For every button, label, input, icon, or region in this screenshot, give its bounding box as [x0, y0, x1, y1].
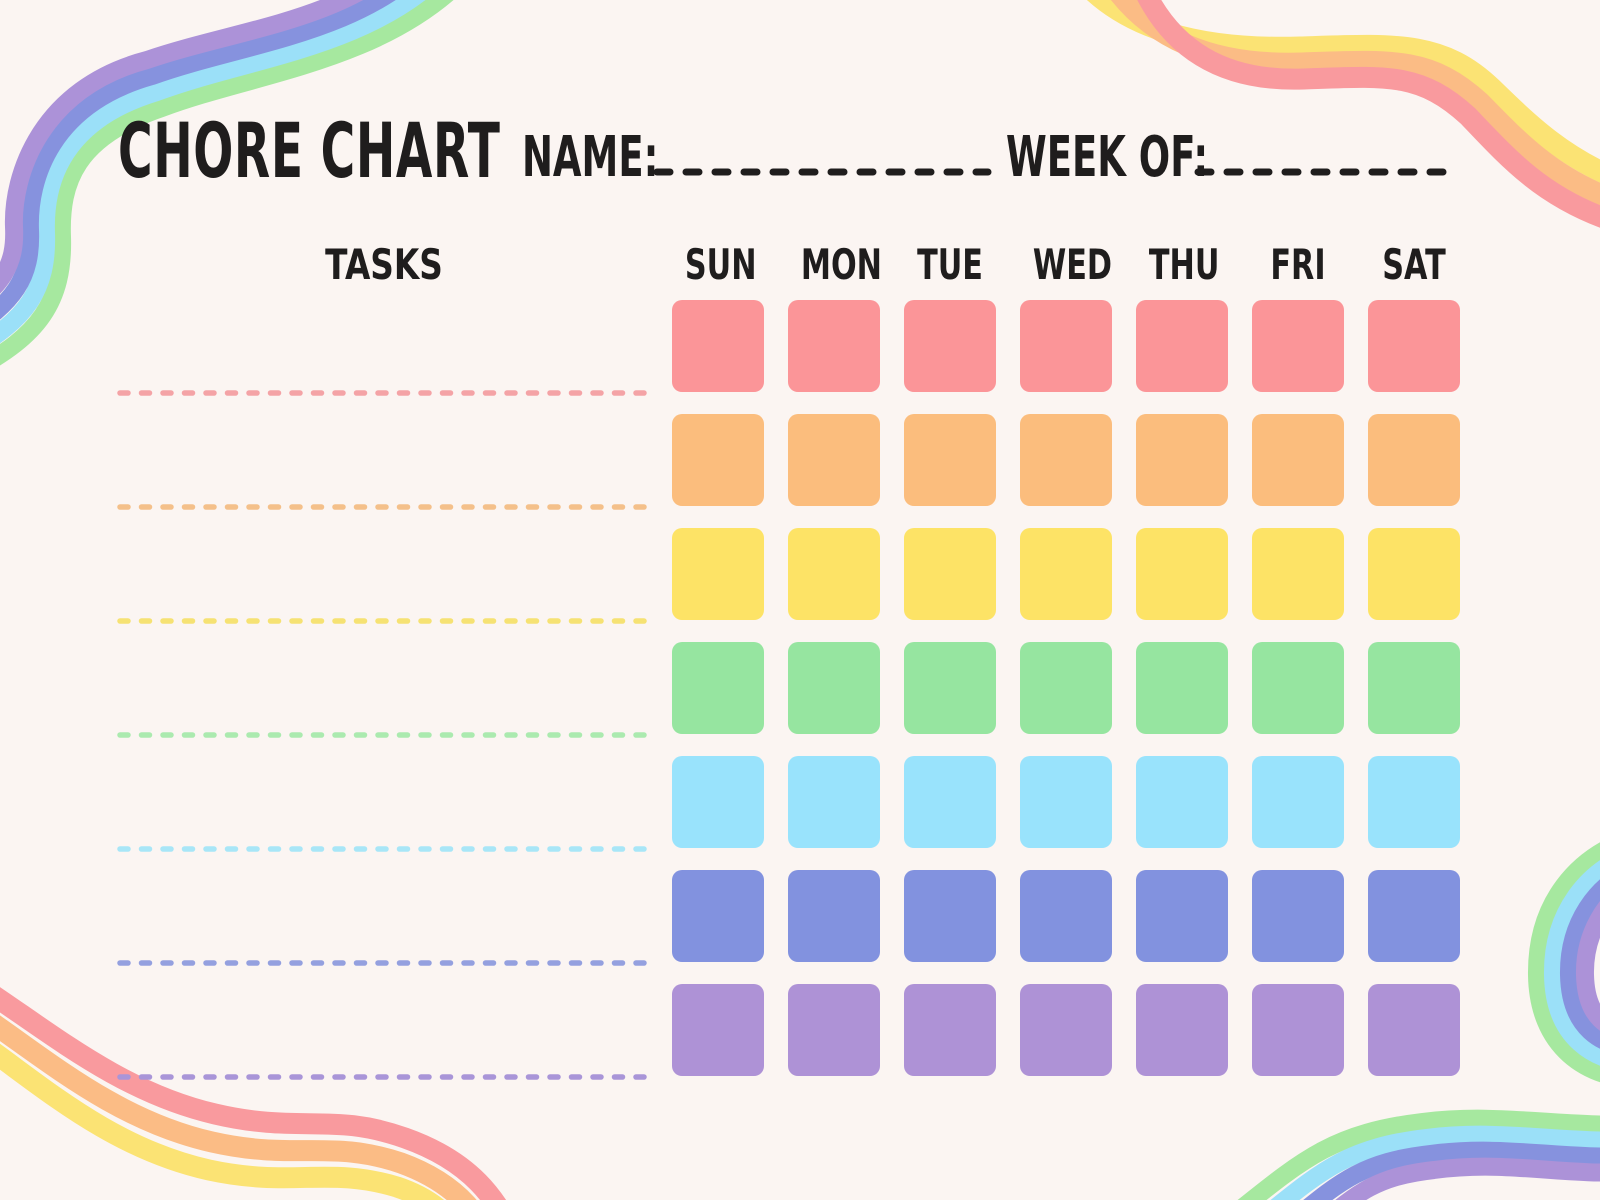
page-title: CHORE CHART — [118, 106, 501, 195]
chore-cell-row6-mon[interactable] — [788, 870, 880, 962]
chore-cell-row3-wed[interactable] — [1020, 528, 1112, 620]
chore-cell-row5-mon[interactable] — [788, 756, 880, 848]
ribbon-band-green-icon — [0, 0, 454, 366]
chore-cell-row7-tue[interactable] — [904, 984, 996, 1076]
chore-cell-row1-wed[interactable] — [1020, 300, 1112, 392]
chore-cell-row2-fri[interactable] — [1252, 414, 1344, 506]
chore-cell-row7-fri[interactable] — [1252, 984, 1344, 1076]
chore-cell-row2-thu[interactable] — [1136, 414, 1228, 506]
ribbon-band-orange-icon — [0, 1015, 477, 1200]
chore-cell-row5-fri[interactable] — [1252, 756, 1344, 848]
ribbon-band-green-icon — [1237, 842, 1600, 1200]
week-label: WEEK OF: — [1006, 125, 1209, 190]
chore-cell-row1-fri[interactable] — [1252, 300, 1344, 392]
rainbow-ribbon-bottom-right — [1237, 842, 1600, 1200]
chore-cell-row3-fri[interactable] — [1252, 528, 1344, 620]
chore-cell-row5-thu[interactable] — [1136, 756, 1228, 848]
chore-cell-row3-sun[interactable] — [672, 528, 764, 620]
ribbon-band-sky-icon — [1270, 860, 1600, 1200]
name-label: NAME: — [522, 125, 659, 190]
chore-cell-row4-wed[interactable] — [1020, 642, 1112, 734]
ribbon-band-periwinkle-icon — [0, 0, 396, 320]
chore-cell-row7-wed[interactable] — [1020, 984, 1112, 1076]
chore-cell-row2-sun[interactable] — [672, 414, 764, 506]
ribbon-band-sky-icon — [0, 0, 426, 344]
chore-cell-row1-mon[interactable] — [788, 300, 880, 392]
chore-cell-row5-sun[interactable] — [672, 756, 764, 848]
chore-cell-row5-tue[interactable] — [904, 756, 996, 848]
chore-cell-row3-sat[interactable] — [1368, 528, 1460, 620]
ribbon-band-purple-icon — [1335, 901, 1600, 1200]
chore-cell-row7-thu[interactable] — [1136, 984, 1228, 1076]
rainbow-ribbon-top-right — [1087, 0, 1600, 228]
chore-cell-row2-sat[interactable] — [1368, 414, 1460, 506]
chore-cell-row3-tue[interactable] — [904, 528, 996, 620]
chore-cell-row5-wed[interactable] — [1020, 756, 1112, 848]
rainbow-ribbon-bottom-left — [0, 987, 507, 1200]
chore-cell-row1-sun[interactable] — [672, 300, 764, 392]
chore-grid — [672, 300, 1460, 1076]
chore-cell-row6-wed[interactable] — [1020, 870, 1112, 962]
chore-cell-row7-sat[interactable] — [1368, 984, 1460, 1076]
ribbon-band-pink-icon — [1137, 0, 1600, 228]
ribbon-band-purple-icon — [0, 0, 364, 294]
chore-cell-row2-wed[interactable] — [1020, 414, 1112, 506]
chore-cell-row6-sat[interactable] — [1368, 870, 1460, 962]
rainbow-ribbon-top-left — [0, 0, 454, 366]
chore-cell-row4-thu[interactable] — [1136, 642, 1228, 734]
chore-cell-row7-sun[interactable] — [672, 984, 764, 1076]
ribbon-band-yellow-icon — [0, 1043, 444, 1200]
chore-cell-row3-thu[interactable] — [1136, 528, 1228, 620]
day-header-mon: MON — [800, 240, 882, 289]
chore-cell-row5-sat[interactable] — [1368, 756, 1460, 848]
chore-cell-row1-tue[interactable] — [904, 300, 996, 392]
chore-cell-row1-thu[interactable] — [1136, 300, 1228, 392]
day-header-sun: SUN — [684, 240, 757, 289]
day-header-row: SUN MON TUE WED THU FRI SAT — [672, 240, 1460, 289]
day-header-wed: WED — [1032, 240, 1113, 289]
chore-cell-row3-mon[interactable] — [788, 528, 880, 620]
chore-cell-row6-fri[interactable] — [1252, 870, 1344, 962]
chore-cell-row6-thu[interactable] — [1136, 870, 1228, 962]
ribbon-band-pink-icon — [0, 987, 507, 1200]
chore-cell-row2-tue[interactable] — [904, 414, 996, 506]
day-header-thu: THU — [1148, 240, 1220, 289]
chore-cell-row2-mon[interactable] — [788, 414, 880, 506]
day-header-tue: TUE — [917, 240, 983, 289]
chore-cell-row6-tue[interactable] — [904, 870, 996, 962]
chore-cell-row7-mon[interactable] — [788, 984, 880, 1076]
chore-cell-row1-sat[interactable] — [1368, 300, 1460, 392]
chore-cell-row4-mon[interactable] — [788, 642, 880, 734]
chore-cell-row6-sun[interactable] — [672, 870, 764, 962]
chore-cell-row4-fri[interactable] — [1252, 642, 1344, 734]
day-header-fri: FRI — [1270, 240, 1326, 289]
ribbon-band-periwinkle-icon — [1303, 879, 1600, 1200]
chore-cell-row4-sat[interactable] — [1368, 642, 1460, 734]
tasks-column-header: TASKS — [325, 240, 443, 289]
chore-cell-row4-sun[interactable] — [672, 642, 764, 734]
day-header-sat: SAT — [1382, 240, 1446, 289]
chore-cell-row4-tue[interactable] — [904, 642, 996, 734]
